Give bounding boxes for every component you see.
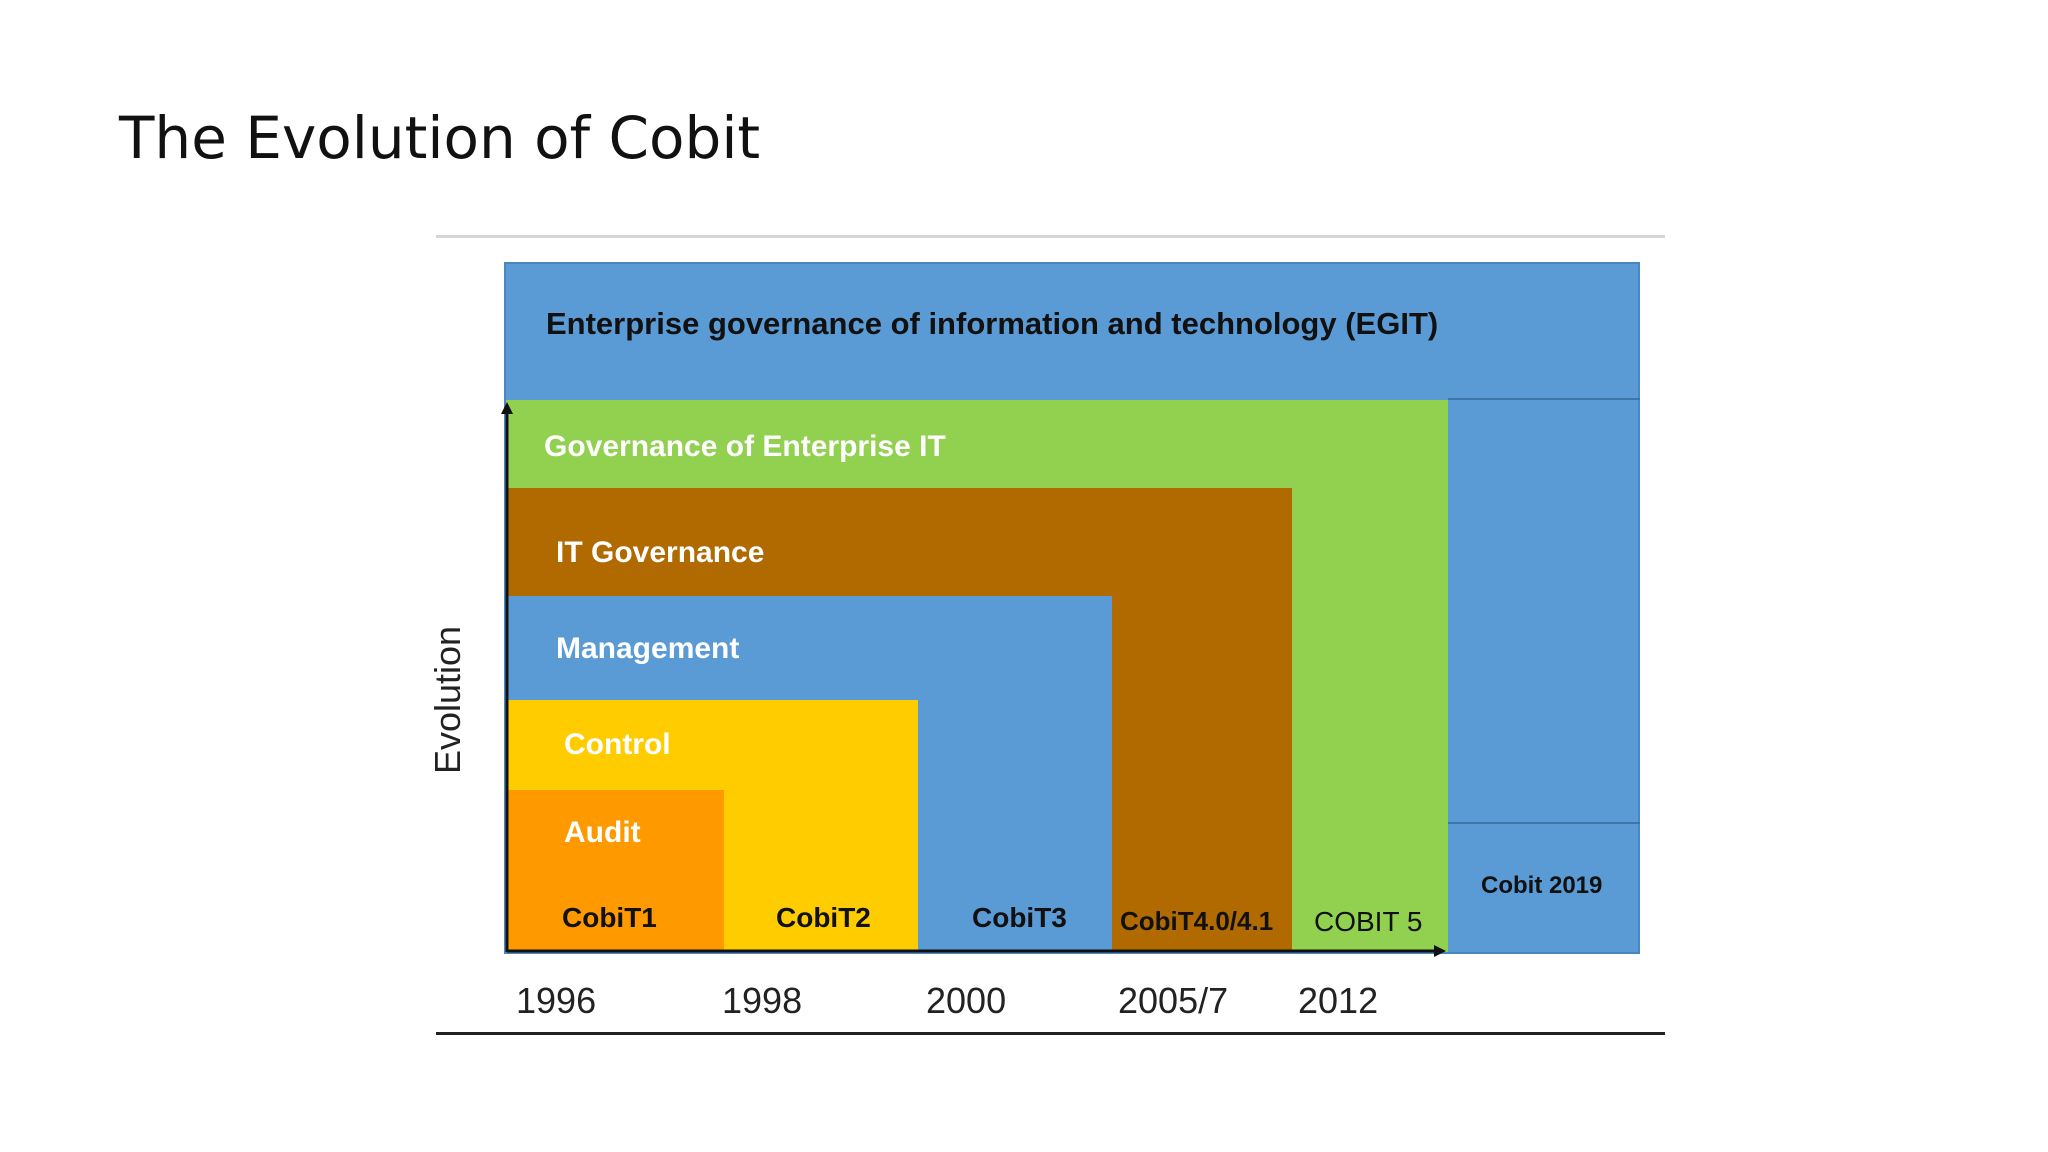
audit-label: Audit [564, 816, 641, 849]
version-cobit-1: CobiT1 [562, 902, 657, 933]
version-cobit-2019: Cobit 2019 [1481, 872, 1603, 899]
version-cobit-5: COBIT 5 [1314, 906, 1423, 937]
top-divider [436, 235, 1665, 238]
egit-divider [1448, 822, 1640, 824]
version-cobit-3: CobiT3 [972, 902, 1067, 933]
version-cobit-4: CobiT4.0/4.1 [1120, 906, 1274, 936]
year-label: 2000 [926, 980, 1007, 1021]
year-label: 2012 [1298, 980, 1379, 1021]
year-label: 1996 [516, 980, 597, 1021]
version-cobit-2: CobiT2 [776, 902, 871, 933]
geit-label: Governance of Enterprise IT [544, 430, 946, 463]
egit-label: Enterprise governance of information and… [546, 306, 1439, 341]
management-label: Management [556, 632, 740, 665]
control-label: Control [564, 728, 671, 761]
audit-layer: Audit [506, 790, 724, 952]
slide-title: The Evolution of Cobit [119, 104, 761, 172]
y-axis-arrow [501, 402, 513, 414]
egit-divider-top [1448, 398, 1640, 400]
bottom-divider [436, 1032, 1665, 1035]
x-axis-arrow [1434, 945, 1446, 957]
year-label: 1998 [722, 980, 803, 1021]
year-label: 2005/7 [1118, 980, 1229, 1021]
it-governance-label: IT Governance [556, 536, 765, 569]
evolution-axis-label: Evolution [427, 625, 468, 775]
